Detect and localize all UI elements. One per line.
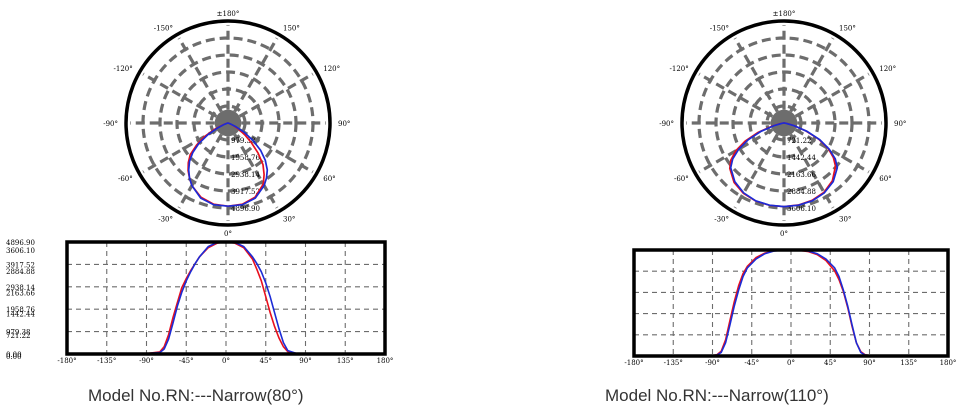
polar-angle-label: -90° [103, 120, 118, 128]
polar-angle-label: 120° [323, 65, 340, 73]
line-x-tick-label: 0° [222, 357, 230, 365]
line-x-tick-label: 180° [377, 357, 394, 365]
polar-grid-spoke [233, 37, 279, 113]
polar-angle-label: 150° [283, 25, 300, 33]
polar-angle-label: -60° [674, 175, 689, 183]
line-x-tick-label: -90° [139, 357, 154, 365]
polar-grid-ring [731, 70, 837, 176]
polar-angle-label: ±180° [217, 10, 240, 18]
polar-radial-label: 4896.90 [231, 205, 260, 213]
line-x-tick-label: -45° [179, 357, 194, 365]
polar-angle-label: -120° [670, 65, 689, 73]
model-caption-narrow-110: Model No.RN:---Narrow(110°) [605, 386, 829, 405]
polar-grid-ring [158, 53, 298, 193]
line-x-tick-label: 90° [863, 359, 875, 367]
line-x-tick-label: -45° [744, 359, 759, 367]
polar-grid-ring [714, 53, 854, 193]
line-x-tick-label: 135° [900, 359, 917, 367]
polar-grid-spoke [789, 37, 835, 113]
polar-angle-label: 0° [780, 230, 788, 238]
polar-radial-label: 1958.76 [231, 154, 260, 162]
polar-angle-label: 30° [283, 215, 295, 223]
polar-grid-spoke [733, 37, 779, 113]
line-series-blue [634, 249, 948, 357]
polar-grid-spoke [177, 133, 223, 209]
line-x-tick-label: 45° [824, 359, 836, 367]
line-y-tick-label: 0.00 [6, 351, 22, 359]
polar-angle-label: 0° [224, 230, 232, 238]
polar-angle-label: 90° [894, 120, 906, 128]
polar-angle-label: -30° [714, 215, 729, 223]
polar-angle-label: 60° [879, 175, 891, 183]
polar-outer-ring [680, 19, 888, 227]
polar-grid-spoke [794, 128, 870, 174]
line-y-tick-label: 979.38 [6, 329, 31, 337]
polar-angle-label: 150° [839, 25, 856, 33]
line-y-tick-label: 2938.14 [6, 284, 35, 292]
line-series-red [634, 249, 948, 357]
polar-series-blue [729, 122, 839, 208]
polar-series-blue [187, 122, 269, 208]
right-line-chart: 3606.10 2884.88 2163.66 1442.44 721.22 0.00 -1… [6, 247, 956, 367]
line-x-tick-label: 0° [787, 359, 795, 367]
polar-angle-label: 60° [323, 175, 335, 183]
line-y-tick-label: 3917.52 [6, 261, 35, 269]
line-y-tick-label: 721.22 [6, 332, 31, 340]
polar-angle-label: -150° [154, 25, 173, 33]
polar-radial-label: 2163.66 [787, 171, 816, 179]
polar-grid-spoke [142, 72, 218, 118]
line-y-tick-label: 1442.44 [6, 311, 35, 319]
line-x-tick-label: -180° [624, 359, 643, 367]
polar-radial-label: 3917.52 [231, 188, 260, 196]
polar-angle-label: -90° [659, 120, 674, 128]
polar-angle-label: -30° [158, 215, 173, 223]
line-x-tick-label: 135° [337, 357, 354, 365]
line-y-tick-label: 2163.66 [6, 289, 35, 297]
line-y-tick-label: 0.00 [6, 353, 22, 361]
polar-grid-spoke [794, 72, 870, 118]
polar-grid-spoke [238, 128, 314, 174]
polar-radial-label: 721.22 [787, 137, 812, 145]
polar-angle-label: ±180° [773, 10, 796, 18]
left-polar-chart: ±180° 150° 120° 90° 60° 30° 0° -30° -60° -90° -120… [103, 10, 350, 238]
line-frame [632, 248, 950, 358]
line-y-tick-label: 1958.76 [6, 306, 35, 314]
polar-angle-label: -120° [114, 65, 133, 73]
polar-radial-label: 2884.88 [787, 188, 816, 196]
right-polar-chart: ±180° 150° 120° 90° 60° 30° 0° -30° -60° -90° -120… [659, 10, 906, 238]
polar-grid-ring [175, 70, 281, 176]
polar-angle-label: 120° [879, 65, 896, 73]
polar-grid-spoke [789, 133, 835, 209]
polar-radial-label: 3606.10 [787, 205, 816, 213]
polar-outer-ring [124, 19, 332, 227]
line-x-tick-label: -135° [97, 357, 116, 365]
polar-grid-spoke [177, 37, 223, 113]
polar-grid-spoke [238, 72, 314, 118]
polar-grid-spoke [733, 133, 779, 209]
line-y-tick-label: 2884.88 [6, 268, 35, 276]
polar-angle-label: 30° [839, 215, 851, 223]
polar-angle-label: 90° [338, 120, 350, 128]
line-x-tick-label: 45° [260, 357, 272, 365]
line-x-tick-label: -90° [705, 359, 720, 367]
line-x-tick-label: 180° [940, 359, 957, 367]
line-frame [65, 240, 387, 356]
polar-radial-label: 2938.14 [231, 171, 260, 179]
line-x-tick-label: 90° [299, 357, 311, 365]
polar-grid-spoke [698, 72, 774, 118]
polar-radial-label: 979.38 [231, 137, 256, 145]
model-caption-narrow-80: Model No.RN:---Narrow(80°) [88, 386, 304, 405]
line-y-tick-label: 3606.10 [6, 247, 35, 255]
polar-grid-spoke [233, 133, 279, 209]
line-y-tick-label: 4896.90 [6, 239, 35, 247]
line-x-tick-label: -135° [664, 359, 683, 367]
line-x-tick-label: -180° [57, 357, 76, 365]
polar-radial-label: 1442.44 [787, 154, 816, 162]
left-line-chart: 4896.90 3917.52 2938.14 1958.76 979.38 0.00 -1… [6, 239, 393, 365]
polar-angle-label: -60° [118, 175, 133, 183]
polar-angle-label: -150° [710, 25, 729, 33]
